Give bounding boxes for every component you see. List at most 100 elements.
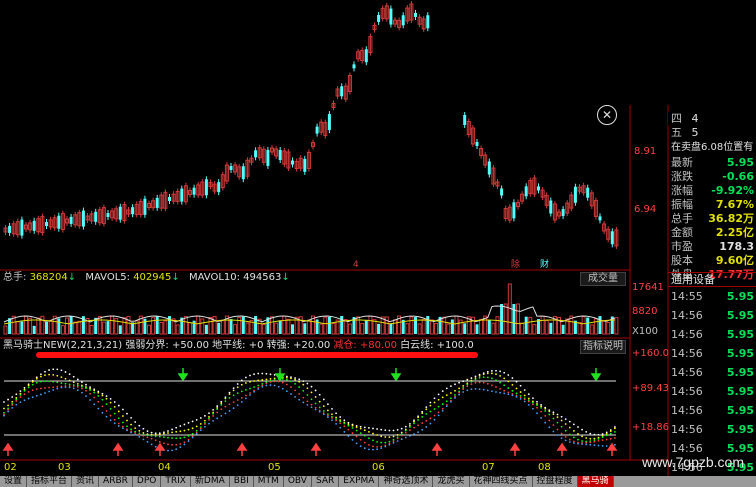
indicator-dot bbox=[474, 381, 477, 384]
indicator-dot bbox=[113, 405, 116, 408]
candle-body bbox=[347, 74, 352, 92]
indicator-dot bbox=[113, 401, 116, 403]
tab-3[interactable]: ARBR bbox=[99, 476, 133, 487]
indicator-dot bbox=[409, 426, 411, 428]
indicator-dot bbox=[351, 438, 354, 441]
candle-body bbox=[364, 49, 368, 63]
trade-time: 14:56 bbox=[671, 461, 703, 474]
candle-body bbox=[389, 8, 393, 25]
trade-price: 5.95 bbox=[726, 347, 754, 360]
indicator-dot bbox=[81, 387, 83, 390]
indicator-dot bbox=[191, 432, 194, 435]
tab-11[interactable]: EXPMA bbox=[339, 476, 380, 487]
event-marker-finance[interactable]: 财 bbox=[540, 260, 550, 270]
tab-1[interactable]: 指标平台 bbox=[27, 476, 73, 487]
indicator-explain-button[interactable]: 指标说明 bbox=[580, 340, 626, 354]
tab-13[interactable]: 龙虎买 bbox=[433, 476, 470, 487]
indicator-dot bbox=[113, 422, 116, 425]
indicator-dot bbox=[253, 389, 256, 392]
indicator-dot bbox=[310, 385, 313, 388]
volume-bar bbox=[327, 316, 331, 334]
tab-10[interactable]: SAR bbox=[312, 476, 340, 487]
indicator-dot bbox=[134, 427, 137, 430]
indicator-dot bbox=[216, 417, 219, 420]
tab-9[interactable]: OBV bbox=[284, 476, 312, 487]
candle-body bbox=[569, 194, 574, 209]
candle-body bbox=[552, 203, 557, 221]
tab-5[interactable]: TRIX bbox=[161, 476, 191, 487]
indicator-dot bbox=[327, 416, 329, 418]
indicator-dot bbox=[540, 403, 542, 406]
indicator-dot bbox=[240, 379, 243, 382]
candle-body bbox=[393, 19, 397, 25]
indicator-dot bbox=[126, 419, 128, 422]
indicator-dot bbox=[425, 426, 428, 428]
indicator-dot bbox=[19, 401, 22, 404]
volume-bar bbox=[8, 318, 12, 334]
indicator-dot bbox=[286, 383, 288, 386]
indicator-dot bbox=[507, 393, 510, 396]
tab-12[interactable]: 神奇选顶术 bbox=[379, 476, 434, 487]
indicator-dot bbox=[163, 436, 165, 439]
indicator-dot bbox=[454, 394, 456, 396]
candle-body bbox=[94, 211, 98, 222]
indicator-dot bbox=[60, 369, 63, 372]
trade-time: 14:56 bbox=[671, 423, 703, 436]
indicator-dot bbox=[466, 382, 469, 385]
indicator-dot bbox=[351, 432, 354, 434]
tab-16[interactable]: 黑马骑 bbox=[577, 476, 614, 487]
tab-14[interactable]: 花神四线买点 bbox=[470, 476, 533, 487]
indicator-dot bbox=[335, 422, 337, 425]
volume-bar bbox=[24, 315, 28, 335]
tab-4[interactable]: DPO bbox=[133, 476, 162, 487]
indicator-dot bbox=[163, 431, 165, 434]
indicator-dot bbox=[72, 385, 75, 388]
event-marker-4[interactable]: 4 bbox=[353, 260, 359, 270]
tab-15[interactable]: 控盘程度 bbox=[533, 476, 578, 487]
indicator-dot bbox=[105, 410, 108, 412]
quote-value: 2.25亿 bbox=[715, 226, 754, 239]
volume-panel-tab[interactable]: 成交量 bbox=[580, 272, 626, 286]
tab-6[interactable]: 新DMA bbox=[191, 476, 230, 487]
tab-2[interactable]: 资讯 bbox=[72, 476, 100, 487]
close-icon[interactable]: ✕ bbox=[597, 105, 617, 125]
indicator-dot bbox=[433, 418, 436, 421]
indicator-dot bbox=[204, 423, 206, 425]
volume-bar bbox=[81, 316, 85, 334]
indicator-dot bbox=[421, 415, 424, 418]
indicator-dot bbox=[117, 417, 120, 420]
indicator-dot bbox=[253, 390, 256, 393]
volume-bar bbox=[57, 318, 61, 334]
indicator-dot bbox=[482, 381, 485, 384]
indicator-dot bbox=[122, 425, 124, 428]
trade-row: 14:56 5.95 bbox=[668, 440, 756, 458]
indicator-dot bbox=[437, 411, 440, 414]
indicator-dot bbox=[454, 383, 456, 386]
indicator-dot bbox=[76, 384, 79, 387]
volume-bar bbox=[241, 316, 245, 334]
indicator-dot bbox=[507, 374, 510, 376]
indicator-dot bbox=[322, 410, 325, 412]
indicator-dot bbox=[273, 378, 276, 381]
indicator-dot bbox=[93, 391, 96, 394]
indicator-dot bbox=[413, 426, 415, 429]
volume-axis-mid: 8820 bbox=[632, 306, 658, 317]
indicator-dot bbox=[339, 422, 342, 425]
candle-body bbox=[118, 206, 122, 220]
event-marker-ex-dividend[interactable]: 除 bbox=[511, 260, 521, 270]
tab-8[interactable]: MTM bbox=[254, 476, 284, 487]
indicator-dot bbox=[179, 425, 182, 427]
indicator-dot bbox=[540, 405, 542, 408]
quote-row: 总手 36.82万 bbox=[668, 212, 756, 226]
candle-body bbox=[122, 204, 127, 222]
indicator-dot bbox=[179, 437, 182, 439]
indicator-dot bbox=[486, 372, 489, 375]
indicator-dot bbox=[52, 373, 55, 376]
candle-body bbox=[335, 88, 340, 97]
tab-0[interactable]: 设置 bbox=[0, 476, 28, 487]
candle-body bbox=[291, 160, 294, 165]
tab-7[interactable]: BBI bbox=[230, 476, 254, 487]
trades-header[interactable]: 通用设备 bbox=[668, 272, 756, 287]
buy-signal-arrow bbox=[606, 442, 618, 456]
